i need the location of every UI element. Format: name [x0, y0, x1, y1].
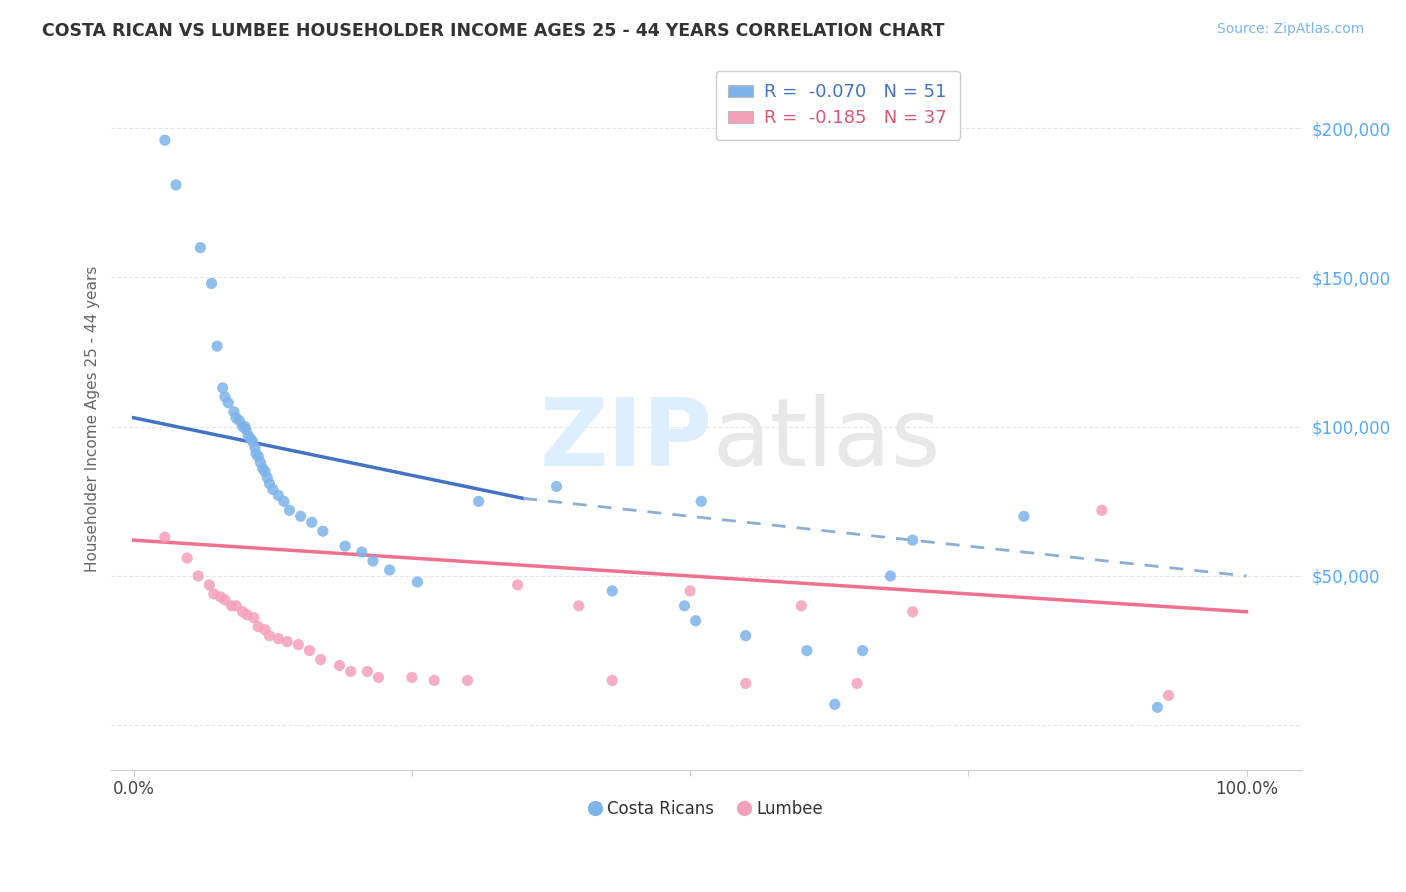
Point [236, 607, 259, 622]
Point [214, 390, 236, 404]
Point [401, 670, 423, 684]
Point [901, 533, 924, 548]
Point [256, 470, 278, 484]
Point [205, 339, 228, 353]
Point [333, 539, 356, 553]
Point [198, 578, 221, 592]
Point [259, 476, 281, 491]
Y-axis label: Householder Income Ages 25 - 44 years: Householder Income Ages 25 - 44 years [86, 266, 100, 573]
Point [253, 465, 276, 479]
Point [262, 483, 284, 497]
Point [406, 574, 429, 589]
Point [378, 563, 401, 577]
Point [239, 432, 262, 446]
Point [259, 629, 281, 643]
Point [679, 583, 702, 598]
Point [225, 599, 247, 613]
Point [309, 652, 332, 666]
Point [247, 620, 270, 634]
Point [1091, 503, 1114, 517]
Point [225, 410, 247, 425]
Point [235, 423, 257, 437]
Point [273, 494, 295, 508]
Point [546, 479, 568, 493]
Point [247, 450, 270, 464]
Point [734, 629, 756, 643]
Point [423, 673, 446, 688]
Point [879, 569, 901, 583]
Point [209, 590, 232, 604]
Point [901, 605, 924, 619]
Point [202, 587, 225, 601]
Point [350, 545, 373, 559]
Point [790, 599, 813, 613]
Point [361, 554, 384, 568]
Point [298, 643, 321, 657]
Point [232, 605, 254, 619]
Point [690, 494, 713, 508]
Point [165, 178, 187, 192]
Point [267, 632, 290, 646]
Point [824, 698, 846, 712]
Legend: Costa Ricans, Lumbee: Costa Ricans, Lumbee [583, 794, 830, 825]
Point [685, 614, 707, 628]
Point [734, 676, 756, 690]
Point [217, 396, 239, 410]
Point [245, 447, 267, 461]
Point [233, 419, 256, 434]
Point [600, 583, 623, 598]
Point [367, 670, 389, 684]
Point [243, 441, 266, 455]
Point [846, 676, 869, 690]
Point [673, 599, 696, 613]
Point [153, 530, 176, 544]
Point [301, 515, 323, 529]
Text: COSTA RICAN VS LUMBEE HOUSEHOLDER INCOME AGES 25 - 44 YEARS CORRELATION CHART: COSTA RICAN VS LUMBEE HOUSEHOLDER INCOME… [42, 22, 945, 40]
Point [243, 611, 266, 625]
Point [228, 414, 250, 428]
Point [221, 599, 243, 613]
Point [190, 241, 212, 255]
Point [242, 434, 264, 449]
Point [851, 643, 873, 657]
Point [467, 494, 489, 508]
Point [457, 673, 479, 688]
Point [1012, 509, 1035, 524]
Point [600, 673, 623, 688]
Point [356, 665, 378, 679]
Point [276, 634, 298, 648]
Point [214, 592, 236, 607]
Point [267, 488, 290, 502]
Point [796, 643, 818, 657]
Point [176, 551, 198, 566]
Text: Source: ZipAtlas.com: Source: ZipAtlas.com [1216, 22, 1364, 37]
Point [187, 569, 209, 583]
Point [253, 623, 276, 637]
Point [287, 638, 309, 652]
Point [232, 419, 254, 434]
Point [252, 461, 274, 475]
Point [200, 277, 222, 291]
Text: ZIP: ZIP [540, 394, 713, 486]
Point [568, 599, 591, 613]
Point [339, 665, 361, 679]
Point [222, 405, 245, 419]
Point [1146, 700, 1168, 714]
Point [1157, 689, 1180, 703]
Point [238, 428, 260, 442]
Point [506, 578, 529, 592]
Point [211, 381, 233, 395]
Point [328, 658, 350, 673]
Point [249, 456, 271, 470]
Point [278, 503, 301, 517]
Text: atlas: atlas [713, 394, 941, 486]
Point [153, 133, 176, 147]
Point [290, 509, 312, 524]
Point [312, 524, 335, 539]
